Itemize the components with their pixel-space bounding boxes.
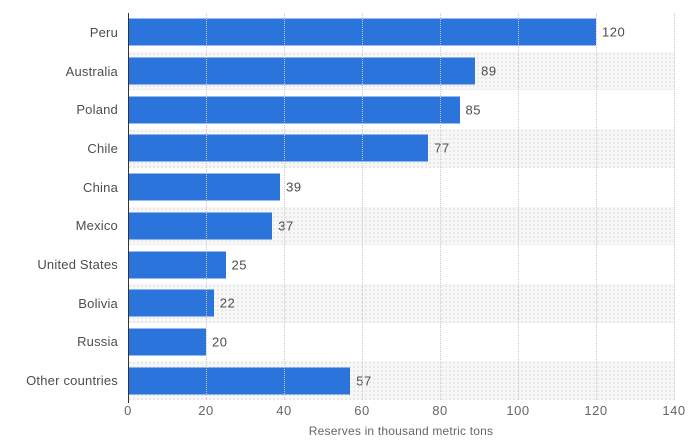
- bar-rows: 120 89 85 77 39 37 25 22 20 57: [128, 13, 674, 401]
- gridline: [674, 13, 675, 400]
- value-label: 89: [481, 63, 497, 79]
- bar[interactable]: [128, 212, 273, 240]
- category-label: Russia: [77, 334, 118, 350]
- value-label: 57: [356, 373, 372, 389]
- bar[interactable]: [128, 18, 596, 46]
- bar-row: 25: [128, 245, 674, 284]
- bar-row: 89: [128, 51, 674, 91]
- value-label: 37: [278, 218, 294, 234]
- x-tick-label: 60: [354, 403, 370, 418]
- category-label: China: [83, 179, 118, 195]
- category-label: Poland: [76, 102, 118, 118]
- bar[interactable]: [128, 289, 214, 317]
- x-tick-label: 100: [506, 403, 530, 418]
- bar[interactable]: [128, 173, 281, 201]
- category-label: United States: [37, 257, 118, 273]
- bar[interactable]: [128, 328, 206, 356]
- category-label: Bolivia: [78, 295, 118, 311]
- value-label: 22: [219, 295, 236, 311]
- bar-row: 22: [128, 283, 674, 323]
- value-label: 20: [211, 334, 228, 350]
- x-tick-label: 80: [432, 403, 448, 418]
- bar[interactable]: [128, 96, 460, 124]
- x-axis-ticks: 0 20 40 60 80 100 120 140: [124, 403, 685, 419]
- bar-row: 85: [128, 90, 674, 129]
- x-tick-label: 120: [584, 403, 608, 418]
- bar-row: 39: [128, 168, 674, 207]
- category-label: Peru: [89, 24, 118, 40]
- bar-row: 57: [128, 361, 674, 401]
- x-tick-label: 140: [662, 403, 686, 418]
- value-label: 39: [286, 179, 302, 195]
- category-label: Australia: [65, 63, 118, 79]
- x-tick-label: 40: [276, 403, 292, 418]
- category-label: Mexico: [75, 218, 118, 234]
- x-axis-title: Reserves in thousand metric tons: [308, 424, 494, 438]
- bar[interactable]: [128, 57, 476, 85]
- value-label: 25: [231, 257, 247, 273]
- x-tick-label: 20: [198, 403, 214, 418]
- category-label: Chile: [87, 140, 118, 156]
- y-axis-line: [128, 13, 129, 403]
- bar-row: 77: [128, 129, 674, 168]
- bar-row: 20: [128, 323, 674, 362]
- bar-row: 120: [128, 13, 674, 52]
- value-label: 77: [434, 140, 450, 156]
- bar-row: 37: [128, 206, 674, 246]
- bar[interactable]: [128, 134, 429, 162]
- category-label: Other countries: [26, 373, 118, 389]
- value-label: 120: [602, 24, 626, 40]
- bar[interactable]: [128, 367, 351, 395]
- bar[interactable]: [128, 251, 226, 279]
- x-tick-label: 0: [124, 403, 132, 418]
- value-label: 85: [465, 102, 481, 118]
- category-labels: Peru Australia Poland Chile China Mexico Unite…: [0, 13, 118, 400]
- plot-area: 120 89 85 77 39 37 25 22 20 57: [128, 13, 675, 403]
